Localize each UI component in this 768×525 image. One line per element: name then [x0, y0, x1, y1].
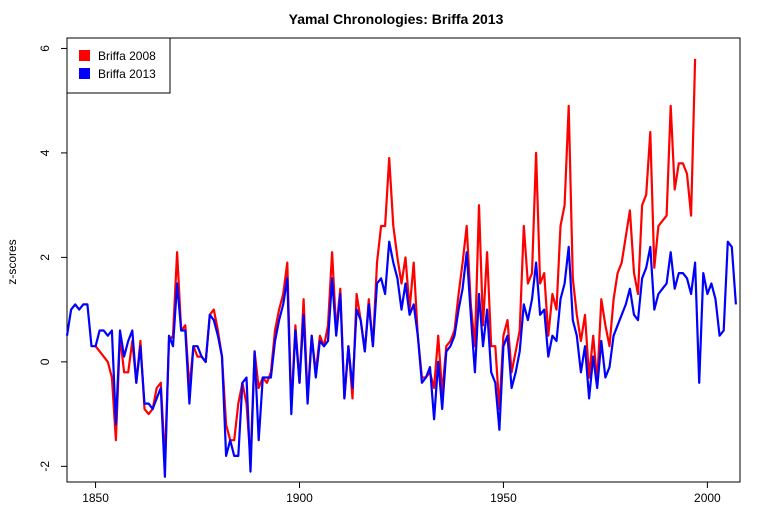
x-tick-label: 2000 — [694, 491, 721, 505]
series-layer — [65, 58, 737, 478]
y-tick-label: 4 — [38, 149, 52, 156]
y-tick-label: 2 — [38, 254, 52, 261]
legend-box — [66, 37, 171, 94]
series-line-briffa-2008 — [94, 58, 697, 463]
legend-swatch-briffa-2008 — [79, 50, 90, 61]
legend-swatch-briffa-2013 — [79, 68, 90, 79]
y-axis: -2 0 2 4 6 — [38, 45, 68, 472]
y-tick-label: 6 — [38, 45, 52, 52]
legend: Briffa 2008 Briffa 2013 — [66, 37, 171, 94]
legend-label-briffa-2013: Briffa 2013 — [98, 67, 156, 81]
series-line-briffa-2013 — [65, 240, 737, 478]
legend-label-briffa-2008: Briffa 2008 — [98, 49, 156, 63]
x-tick-label: 1850 — [82, 491, 109, 505]
y-tick-label: 0 — [38, 358, 52, 365]
y-tick-label: -2 — [38, 461, 52, 472]
x-tick-label: 1950 — [490, 491, 517, 505]
chart-title: Yamal Chronologies: Briffa 2013 — [289, 11, 504, 27]
y-axis-label: z-scores — [5, 239, 19, 284]
x-axis: 1850 1900 1950 2000 — [82, 481, 721, 505]
x-tick-label: 1900 — [286, 491, 313, 505]
